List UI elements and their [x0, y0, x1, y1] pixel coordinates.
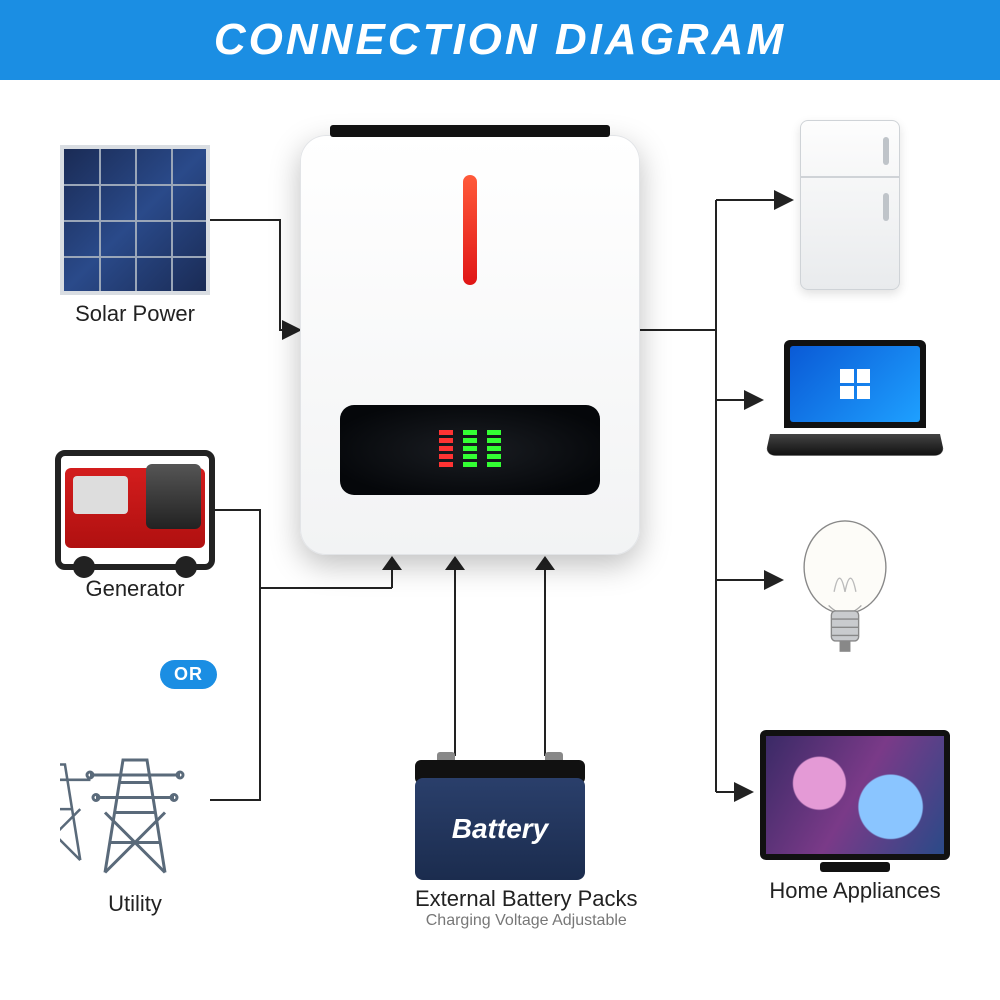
battery-icon: Battery	[415, 760, 585, 880]
laptop-icon	[770, 340, 940, 460]
utility-tower-icon	[60, 730, 210, 880]
node-inverter	[300, 135, 640, 555]
node-laptop	[770, 340, 940, 460]
node-battery: Battery External Battery Packs Charging …	[415, 760, 638, 930]
node-fridge	[800, 120, 900, 290]
solar-panel-icon	[60, 145, 210, 295]
node-bulb	[790, 510, 900, 665]
node-generator: Generator	[55, 450, 215, 602]
solar-label: Solar Power	[60, 301, 210, 327]
tv-icon	[760, 730, 950, 860]
generator-icon	[55, 450, 215, 570]
generator-label: Generator	[55, 576, 215, 602]
inverter-device-icon	[300, 135, 640, 555]
battery-sublabel: Charging Voltage Adjustable	[415, 912, 638, 930]
node-tv: Home Appliances	[760, 730, 950, 904]
fridge-icon	[800, 120, 900, 290]
node-utility: Utility	[60, 730, 210, 917]
utility-label: Utility	[60, 891, 210, 917]
header-title: CONNECTION DIAGRAM	[214, 15, 786, 65]
diagram-canvas: Solar Power Generator OR	[0, 80, 1000, 1000]
inverter-display	[340, 405, 600, 495]
lightbulb-icon	[790, 510, 900, 660]
or-badge: OR	[160, 660, 217, 689]
node-solar: Solar Power	[60, 145, 210, 327]
battery-label: External Battery Packs	[415, 886, 638, 912]
header-banner: CONNECTION DIAGRAM	[0, 0, 1000, 80]
appliances-label: Home Appliances	[760, 878, 950, 904]
